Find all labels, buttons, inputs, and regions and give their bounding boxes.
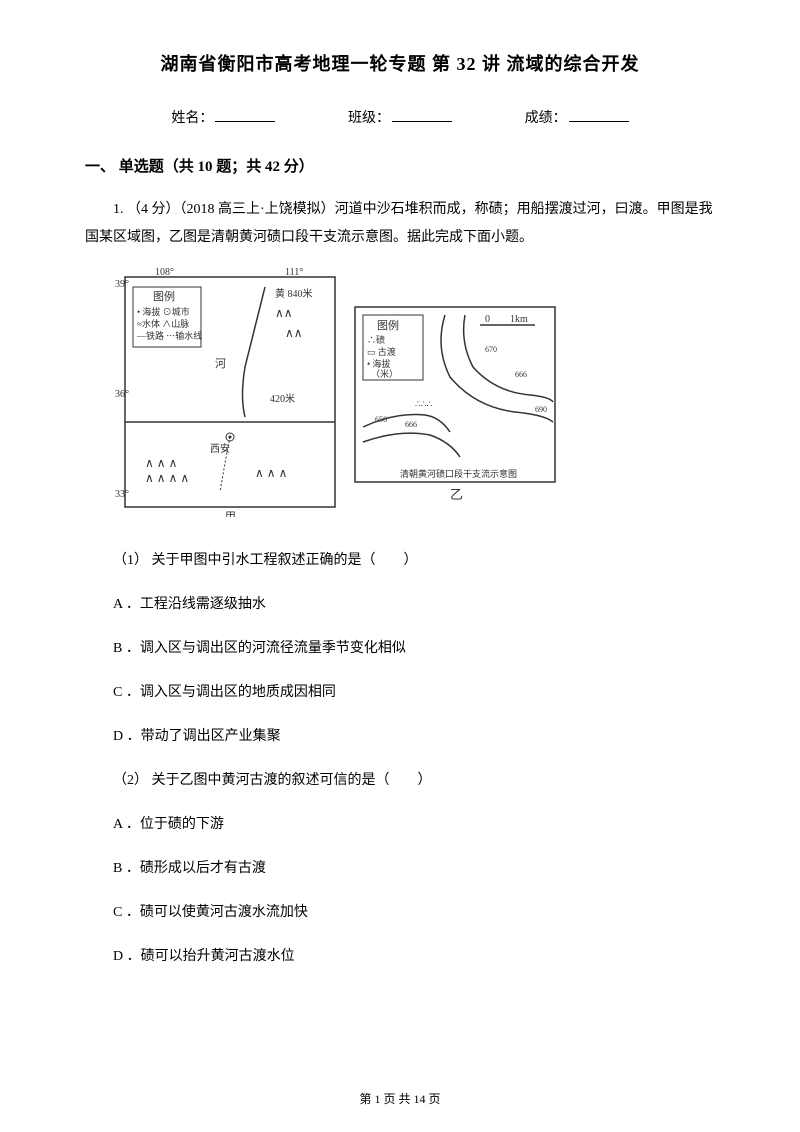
figure-container: 108° 111° 39° 36° 33° 图例 • 海拔 ⊙城市 ≈水体 ∧山… <box>115 267 715 522</box>
svg-text:656: 656 <box>375 415 387 424</box>
svg-text:∧ ∧ ∧ ∧: ∧ ∧ ∧ ∧ <box>145 471 189 485</box>
score-underline <box>569 106 629 122</box>
class-field: 班级： <box>348 106 452 127</box>
map-figure: 108° 111° 39° 36° 33° 图例 • 海拔 ⊙城市 ≈水体 ∧山… <box>115 267 565 517</box>
svg-text:甲: 甲 <box>225 511 236 517</box>
option-1d: D ．带动了调出区产业集聚 <box>85 723 715 751</box>
option-2d: D ．碛可以抬升黄河古渡水位 <box>85 943 715 971</box>
document-title: 湖南省衡阳市高考地理一轮专题 第 32 讲 流域的综合开发 <box>85 50 715 76</box>
svg-text:∧∧: ∧∧ <box>285 326 303 340</box>
sub-question-2: （2） 关于乙图中黄河古渡的叙述可信的是（ ） <box>85 767 715 795</box>
page-footer: 第 1 页 共 14 页 <box>0 1090 800 1107</box>
svg-text:36°: 36° <box>115 389 129 400</box>
option-1b: B ．调入区与调出区的河流径流量季节变化相似 <box>85 635 715 663</box>
svg-text:河: 河 <box>215 357 226 370</box>
svg-text:0 1km: 0 1km <box>485 314 528 325</box>
question-1-intro: 1. （4 分）（2018 高三上·上饶模拟）河道中沙石堆积而成，称碛；用船摆渡… <box>85 196 715 252</box>
svg-text:690: 690 <box>535 405 547 414</box>
name-underline <box>215 106 275 122</box>
svg-text:图例: 图例 <box>377 318 399 332</box>
class-underline <box>392 106 452 122</box>
option-1a: A ．工程沿线需逐级抽水 <box>85 591 715 619</box>
svg-text:111°: 111° <box>285 267 303 278</box>
svg-text:黄 840米: 黄 840米 <box>275 287 313 300</box>
svg-text:108°: 108° <box>155 267 174 278</box>
svg-text:• 海拔 ⊙城市: • 海拔 ⊙城市 <box>137 306 190 317</box>
svg-text:∧ ∧ ∧: ∧ ∧ ∧ <box>145 456 177 470</box>
score-label: 成绩： <box>525 107 567 127</box>
svg-text:33°: 33° <box>115 489 129 500</box>
svg-text:∧ ∧ ∧: ∧ ∧ ∧ <box>255 466 287 480</box>
score-field: 成绩： <box>525 106 629 127</box>
svg-text:39°: 39° <box>115 279 129 290</box>
svg-text:图例: 图例 <box>153 289 175 303</box>
svg-text:—铁路 ⋯输水线: —铁路 ⋯输水线 <box>136 330 202 341</box>
svg-text:∧∧: ∧∧ <box>275 306 293 320</box>
sub-question-1: （1） 关于甲图中引水工程叙述正确的是（ ） <box>85 547 715 575</box>
svg-text:∴碛: ∴碛 <box>367 334 385 345</box>
svg-text:乙: 乙 <box>450 487 463 502</box>
svg-text:∴∴∴: ∴∴∴ <box>415 399 432 409</box>
svg-text:420米: 420米 <box>270 392 295 405</box>
option-2c: C ．碛可以使黄河古渡水流加快 <box>85 899 715 927</box>
svg-text:≈水体 ∧山脉: ≈水体 ∧山脉 <box>137 318 189 329</box>
name-label: 姓名： <box>171 107 213 127</box>
section-header: 一、 单选题（共 10 题；共 42 分） <box>85 155 715 176</box>
svg-text:666: 666 <box>405 420 417 429</box>
option-2b: B ．碛形成以后才有古渡 <box>85 855 715 883</box>
student-info-row: 姓名： 班级： 成绩： <box>85 106 715 127</box>
svg-text:清朝黄河碛口段干支流示意图: 清朝黄河碛口段干支流示意图 <box>400 468 517 479</box>
svg-text:670: 670 <box>485 345 497 354</box>
svg-text:（米）: （米） <box>371 368 398 379</box>
svg-text:666: 666 <box>515 370 527 379</box>
option-2a: A ．位于碛的下游 <box>85 811 715 839</box>
class-label: 班级： <box>348 107 390 127</box>
option-1c: C ．调入区与调出区的地质成因相同 <box>85 679 715 707</box>
name-field: 姓名： <box>171 106 275 127</box>
svg-text:• 海拔: • 海拔 <box>367 358 390 369</box>
svg-text:▭ 古渡: ▭ 古渡 <box>367 346 396 357</box>
